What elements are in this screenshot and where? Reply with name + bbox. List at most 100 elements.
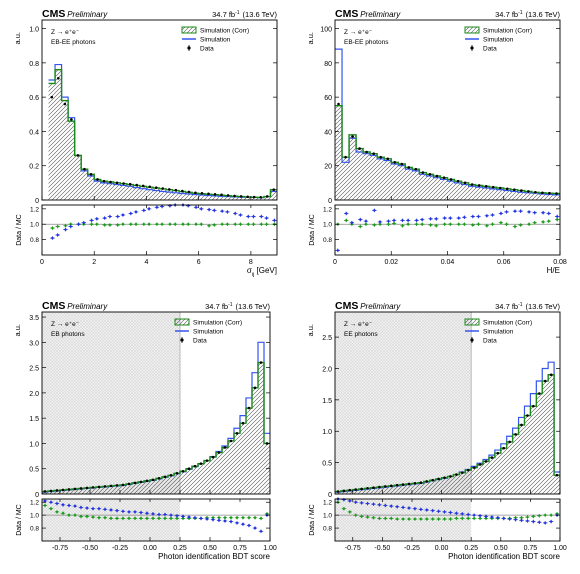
data-point <box>61 488 65 492</box>
ratio-point <box>457 216 460 220</box>
ratio-point <box>121 213 125 217</box>
ratio-point <box>392 222 396 225</box>
ratio-point <box>223 516 227 519</box>
ratio-point <box>541 220 545 224</box>
shaded-region <box>335 312 472 494</box>
data-point <box>470 183 474 186</box>
data-point <box>351 135 354 138</box>
ratio-point <box>443 223 446 226</box>
data-point <box>431 478 435 482</box>
x-tick-label: -0.75 <box>345 545 361 552</box>
data-point <box>365 150 368 154</box>
ratio-y-axis-label: Data / MC <box>16 504 23 536</box>
ratio-point <box>419 517 423 521</box>
ratio-point <box>533 211 536 214</box>
ratio-point <box>247 524 251 527</box>
y-tick-label: 0.6 <box>29 95 39 102</box>
data-point <box>484 460 488 463</box>
ratio-point <box>549 513 553 517</box>
ratio-point <box>134 223 138 226</box>
data-point <box>414 167 418 171</box>
ratio-point <box>443 517 446 521</box>
data-point <box>455 473 458 476</box>
ratio-point <box>395 505 399 508</box>
data-point <box>139 480 143 484</box>
ratio-point <box>211 516 215 519</box>
ratio-point <box>359 218 362 221</box>
ratio-point <box>354 501 357 504</box>
ratio-point <box>472 513 476 517</box>
ratio-point <box>116 223 119 227</box>
x-tick-label: 0 <box>333 259 337 266</box>
y-tick-label: 1.0 <box>322 429 332 436</box>
data-point <box>401 483 405 486</box>
ratio-point <box>73 513 77 517</box>
data-point <box>223 446 227 449</box>
x-axis-label: Photon identification BDT score <box>448 552 560 561</box>
ratio-point <box>173 223 177 226</box>
x-axis-label: H/E <box>547 266 560 275</box>
legend-label: Simulation (Corr) <box>483 28 532 35</box>
data-point <box>96 178 99 181</box>
data-point <box>520 189 523 192</box>
cms-label: CMS <box>335 8 358 20</box>
ratio-point <box>121 517 125 520</box>
x-tick-label: -0.50 <box>82 545 98 552</box>
ratio-point <box>499 212 503 215</box>
annotation-2: EB-EE photons <box>344 39 389 46</box>
ratio-point <box>168 223 172 226</box>
ratio-point <box>69 225 72 228</box>
ratio-point <box>547 219 550 223</box>
data-point <box>265 195 269 198</box>
data-point <box>490 456 494 459</box>
ratio-point <box>342 507 346 510</box>
ratio-y-tick-label: 1.2 <box>30 500 39 507</box>
data-point <box>67 488 71 491</box>
ratio-point <box>260 215 263 218</box>
ratio-point <box>366 515 369 519</box>
preliminary-label: Preliminary <box>360 10 401 19</box>
ratio-point <box>471 215 475 218</box>
ratio-point <box>95 223 99 226</box>
data-point <box>211 455 215 459</box>
ratio-point <box>401 517 405 521</box>
legend-label: Data <box>200 46 214 53</box>
ratio-point <box>461 517 464 520</box>
ratio-point <box>526 519 529 523</box>
data-point <box>449 475 452 478</box>
ratio-point <box>129 212 132 215</box>
y-axis-label: a.u. <box>13 32 22 45</box>
ratio-point <box>514 516 517 519</box>
legend-label: Simulation (Corr) <box>483 320 532 327</box>
y-tick-label: 0 <box>35 492 39 499</box>
ratio-y-tick-label: 1.0 <box>323 222 332 229</box>
ratio-point <box>91 515 95 519</box>
data-point <box>496 451 500 455</box>
ratio-point <box>513 225 517 228</box>
ratio-point <box>429 223 432 227</box>
x-tick-label: 0.06 <box>497 259 511 266</box>
data-point <box>400 162 404 166</box>
lumi-label: 34.7 fb-1 (13.6 TeV) <box>495 302 560 311</box>
ratio-point <box>477 223 480 226</box>
chart-2: 0 20 40 60 80 100 a.u. CMS Preliminary 34.7 fb-1(… <box>306 8 567 275</box>
y-tick-label: 2.0 <box>29 391 39 398</box>
data-point <box>336 490 340 493</box>
ratio-point <box>51 236 54 240</box>
ratio-point <box>129 223 132 226</box>
y-axis-label: a.u. <box>306 32 315 45</box>
y-axis-label: a.u. <box>13 324 22 337</box>
x-axis-label-unit: [GeV] <box>254 266 277 275</box>
ratio-point <box>345 212 348 215</box>
ratio-point <box>109 517 113 520</box>
x-axis-label-main: Photon identification BDT score <box>158 552 270 561</box>
ratio-point <box>142 209 146 212</box>
ratio-point <box>133 510 137 514</box>
ratio-point <box>51 226 54 230</box>
x-axis-label: σij [GeV] <box>247 266 277 278</box>
ratio-point <box>49 507 53 510</box>
ratio-point <box>520 516 523 519</box>
ratio-point <box>247 223 250 226</box>
ratio-point <box>471 223 475 227</box>
ratio-point <box>97 507 101 510</box>
